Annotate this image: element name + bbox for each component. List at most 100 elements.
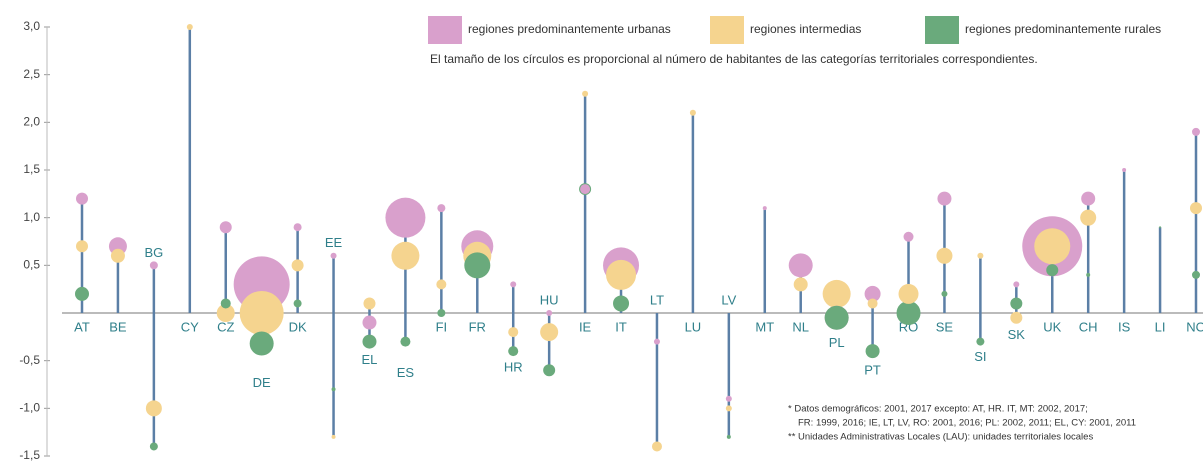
category-label: HR xyxy=(504,360,523,375)
y-tick-label: 1,0 xyxy=(23,210,40,224)
bubble xyxy=(293,223,302,232)
bubble xyxy=(362,315,377,330)
bubble xyxy=(689,109,696,116)
bubble xyxy=(293,299,302,308)
bubble xyxy=(1080,209,1097,226)
bubble xyxy=(437,204,446,213)
category-label: LT xyxy=(650,292,664,307)
bubble xyxy=(1086,272,1091,277)
bubble xyxy=(1190,202,1202,215)
y-tick-label: 2,5 xyxy=(23,67,40,81)
footnote: FR: 1999, 2016; IE, LT, LV, RO: 2001, 20… xyxy=(798,418,1136,429)
category-label: LV xyxy=(721,292,736,307)
bubble xyxy=(793,277,808,292)
bubble xyxy=(726,434,731,439)
bubble xyxy=(898,283,919,304)
bubble xyxy=(1010,297,1023,310)
bubble xyxy=(464,252,491,279)
category-label: CY xyxy=(181,319,199,334)
category-label: LI xyxy=(1155,319,1166,334)
bubble xyxy=(651,441,662,452)
bubble xyxy=(186,24,193,30)
y-tick-label: -0,5 xyxy=(19,353,40,367)
category-label: MT xyxy=(755,319,774,334)
bubble xyxy=(76,192,88,205)
category-label: BG xyxy=(144,245,163,260)
legend-swatch xyxy=(428,16,462,44)
bubble xyxy=(363,297,376,310)
bubble xyxy=(385,197,426,238)
bubble xyxy=(546,310,553,316)
bubble xyxy=(936,247,953,264)
category-label: EE xyxy=(325,235,343,250)
bubble xyxy=(330,252,337,259)
bubble xyxy=(543,364,556,377)
bubble xyxy=(331,434,336,439)
category-label: EL xyxy=(362,352,378,367)
bubble xyxy=(510,281,517,288)
bubble xyxy=(903,231,914,242)
footnote: ** Unidades Administrativas Locales (LAU… xyxy=(788,432,1093,443)
category-label: LU xyxy=(685,319,702,334)
bubble xyxy=(391,241,420,270)
legend-label: regiones intermedias xyxy=(750,22,861,36)
bubble xyxy=(580,184,591,195)
bubble xyxy=(540,323,559,342)
legend-label: regiones predominantemente urbanas xyxy=(468,22,671,36)
bubble xyxy=(937,191,952,206)
bubble xyxy=(1081,191,1096,206)
y-tick-label: -1,0 xyxy=(19,401,40,415)
bubble xyxy=(896,301,921,325)
category-label: SI xyxy=(974,349,986,364)
bubble xyxy=(1159,226,1162,229)
legend-label: regiones predominantemente rurales xyxy=(965,22,1161,36)
y-tick-label: 1,5 xyxy=(23,162,40,176)
bubble xyxy=(110,248,125,263)
bubble xyxy=(145,400,162,417)
category-label: BE xyxy=(109,319,127,334)
bubble xyxy=(725,405,732,412)
bubble xyxy=(76,240,88,253)
y-tick-label: 2,0 xyxy=(23,115,40,129)
category-label: NO xyxy=(1186,319,1203,334)
bubble xyxy=(1034,228,1071,265)
bubble xyxy=(1192,270,1200,279)
bubble xyxy=(1010,311,1023,324)
bubble xyxy=(1013,281,1020,288)
bubble xyxy=(725,395,732,402)
category-label: CH xyxy=(1079,319,1098,334)
bubble xyxy=(362,334,377,349)
bubble xyxy=(865,344,880,359)
bubble xyxy=(436,279,447,290)
category-label: NL xyxy=(792,319,809,334)
y-tick-label: -1,5 xyxy=(19,448,40,462)
bubble xyxy=(867,298,878,309)
category-label: AT xyxy=(74,319,90,334)
bubble xyxy=(762,206,767,211)
bubble xyxy=(219,221,232,234)
bubble xyxy=(220,298,231,309)
bubble xyxy=(149,261,158,270)
legend-swatch xyxy=(925,16,959,44)
category-label: ES xyxy=(397,365,415,380)
category-label: PT xyxy=(864,363,881,378)
bubble xyxy=(582,90,589,97)
bubble xyxy=(437,309,446,317)
bubble xyxy=(977,252,984,259)
y-tick-label: 0,5 xyxy=(23,258,40,272)
category-label: FI xyxy=(436,319,448,334)
bubble xyxy=(249,331,274,356)
bubble xyxy=(606,259,637,290)
category-label: SK xyxy=(1008,327,1026,342)
bubble xyxy=(1046,264,1059,277)
category-label: IT xyxy=(615,319,627,334)
bubble xyxy=(508,346,519,357)
category-label: PL xyxy=(829,335,845,350)
bubble xyxy=(653,338,660,345)
bubble xyxy=(1192,127,1200,136)
category-label: CZ xyxy=(217,319,234,334)
legend-swatch xyxy=(710,16,744,44)
bubble xyxy=(976,337,985,346)
note: El tamaño de los círculos es proporciona… xyxy=(430,52,1038,66)
